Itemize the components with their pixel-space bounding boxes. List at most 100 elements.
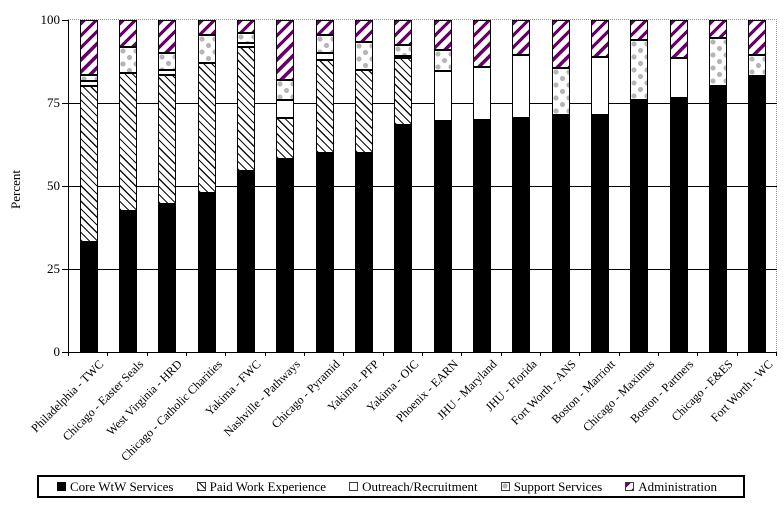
bar-segment-core [355,152,373,352]
bar-segment-adm [315,20,334,35]
bar-segment-core [630,99,649,352]
bar-chicago-maximus [630,20,649,352]
y-tick-label-25: 25 [47,261,60,276]
legend-item-pwe: Paid Work Experience [196,478,326,495]
bar-segment-core [197,192,216,352]
bar-segment-adm [158,20,177,54]
bar-jhu-florida [512,20,531,352]
bar-segment-pwe [355,69,373,153]
x-tick [382,352,384,356]
bar-segment-adm [79,20,98,75]
bar-segment-core [315,152,334,352]
x-tick [422,352,423,356]
bar-segment-adm [119,20,137,47]
y-tick-75 [62,103,68,104]
y-tick-0 [62,352,68,353]
x-tick [736,352,738,356]
legend-label-pwe: Paid Work Experience [209,478,326,494]
bar-segment-sup [748,54,767,77]
bar-yakima-pfp [355,20,373,352]
legend-label-out: Outreach/Recruitment [362,478,478,494]
bar-segment-adm [709,20,727,39]
legend-item-core: Core WtW Services [57,479,174,495]
legend-swatch-core-icon [57,482,66,491]
plot-right-border [776,19,777,352]
x-category-label: Chicago - Pyramid [268,357,343,432]
bar-yakima-oic [394,19,413,352]
bar-boston-marriott [591,20,609,352]
x-tick [264,352,266,356]
bar-fort-worth-wc [748,20,767,352]
y-tick-label-75: 75 [47,95,60,110]
y-tick-label-100: 100 [40,12,61,27]
bar-segment-out [669,58,688,99]
bar-segment-adm [669,20,688,59]
bar-segment-adm [394,19,413,45]
y-tick-25 [62,269,68,270]
y-tick-label-50: 50 [47,178,60,193]
legend: Core WtW Services Paid Work Experience Out… [37,475,745,498]
bar-segment-adm [630,20,649,40]
bar-segment-core [473,119,491,352]
x-tick [343,352,345,356]
bar-segment-out [315,53,334,60]
bar-segment-sup [119,46,137,74]
legend-swatch-out-icon [349,482,359,491]
bar-west-virginia-hrd [158,20,177,352]
bar-segment-adm [355,20,373,42]
bar-chicago-e-es [709,20,727,352]
bar-segment-core [669,98,688,352]
bar-segment-pwe [197,63,216,193]
bar-segment-adm [748,20,767,55]
bar-segment-pwe [276,117,295,160]
bar-chicago-pyramid [315,20,334,352]
legend-swatch-pwe-icon [196,482,206,491]
legend-item-out: Outreach/Recruitment [349,479,478,495]
bar-segment-core [748,76,767,352]
bar-segment-sup [551,68,570,115]
x-tick [68,352,69,356]
bar-segment-sup [315,34,334,54]
y-tick-100 [62,20,68,21]
bar-segment-out [79,81,98,87]
bar-segment-pwe [119,73,137,211]
bar-segment-sup [158,53,177,70]
legend-label-core: Core WtW Services [70,478,174,494]
x-tick [658,352,659,356]
bar-segment-sup [630,39,649,100]
x-tick [500,352,502,356]
bar-segment-sup [197,34,216,64]
bar-segment-sup [237,33,255,44]
bar-chicago-catholic-charities [197,20,216,352]
bar-segment-core [394,124,413,352]
bar-segment-core [237,171,255,352]
bar-segment-core [79,242,98,352]
x-tick [697,352,699,356]
x-tick [146,352,148,356]
bar-segment-out [512,54,531,118]
bar-segment-out [276,99,295,118]
bar-segment-out [394,56,413,59]
bar-segment-adm [237,20,255,34]
y-tick-label-0: 0 [53,344,61,359]
gridline-100-dotted [68,19,777,20]
gridline-75 [69,103,777,104]
gridline-25 [69,269,777,270]
bar-segment-core [591,114,609,352]
legend-swatch-sup-icon [500,482,510,491]
bar-segment-core [551,114,570,352]
bar-boston-partners [669,20,688,352]
bar-segment-core [709,86,727,352]
bar-segment-sup [276,79,295,100]
bar-segment-adm [591,20,609,57]
x-tick [618,352,620,356]
bar-segment-adm [276,20,295,80]
bar-segment-core [276,159,295,352]
plot-area [68,19,777,353]
bar-segment-pwe [237,46,255,172]
x-tick [776,352,777,356]
bar-segment-core [119,210,137,352]
bar-jhu-maryland [473,20,491,352]
legend-item-adm: Administration [625,479,717,495]
